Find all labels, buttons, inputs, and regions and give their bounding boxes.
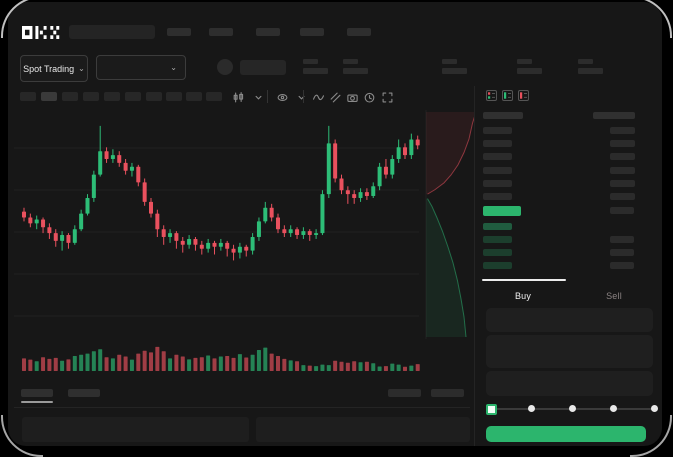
stat-label-placeholder	[303, 59, 318, 64]
market-type-selector[interactable]: Spot Trading ⌄	[20, 55, 88, 82]
ask-price-placeholder	[483, 127, 512, 134]
book-combined-icon[interactable]	[486, 88, 497, 101]
pair-selector[interactable]: ⌄	[96, 55, 186, 80]
ask-amount-placeholder	[610, 153, 635, 160]
orders-panel-placeholder	[22, 417, 249, 442]
candle-style-icon[interactable]	[232, 91, 244, 103]
timeframe-button[interactable]	[104, 92, 120, 101]
nav-item-placeholder[interactable]	[347, 28, 371, 36]
stat-label-placeholder	[517, 59, 532, 64]
section-divider	[14, 407, 470, 408]
buy-submit-button[interactable]	[486, 426, 646, 442]
orders-action-placeholder[interactable]	[388, 389, 421, 397]
orders-tab-underline	[21, 401, 53, 403]
ask-price-placeholder	[483, 153, 512, 160]
bid-amount-placeholder	[610, 236, 634, 243]
active-tab-indicator	[482, 279, 566, 281]
bid-amount-placeholder	[610, 262, 634, 269]
stat-value-placeholder	[303, 68, 328, 74]
snapshot-icon[interactable]	[346, 91, 358, 103]
tab-buy-label: Buy	[514, 291, 532, 301]
bid-price-placeholder	[483, 262, 512, 269]
slider-stop[interactable]	[651, 405, 658, 412]
stat-value-placeholder	[517, 68, 542, 74]
candlestick-chart[interactable]	[14, 108, 474, 382]
orders-tab-placeholder[interactable]	[21, 389, 53, 397]
stat-value-placeholder	[578, 68, 603, 74]
timeframe-button[interactable]	[166, 92, 182, 101]
timeframe-button[interactable]	[146, 92, 162, 101]
ask-amount-placeholder	[610, 140, 635, 147]
ask-price-placeholder	[483, 167, 512, 174]
chevron-down-icon: ⌄	[78, 63, 85, 73]
bid-price-placeholder	[483, 249, 512, 256]
slider-handle[interactable]	[486, 404, 497, 415]
tab-sell[interactable]: Sell	[566, 278, 662, 308]
book-header-amount-placeholder	[593, 112, 635, 119]
line-tool-icon[interactable]	[312, 91, 324, 103]
ask-amount-placeholder	[610, 127, 635, 134]
stat-value-placeholder	[343, 68, 368, 74]
slider-stop[interactable]	[528, 405, 535, 412]
last-price-highlight	[483, 206, 521, 216]
coin-icon	[217, 59, 233, 75]
chevron-down-icon[interactable]	[295, 91, 307, 103]
okx-logo	[22, 26, 60, 39]
nav-item-placeholder[interactable]	[209, 28, 233, 36]
chevron-down-icon[interactable]	[252, 91, 264, 103]
book-asks-icon[interactable]	[518, 88, 529, 101]
nav-item-placeholder[interactable]	[256, 28, 280, 36]
ask-price-placeholder	[483, 140, 512, 147]
timeframe-button[interactable]	[125, 92, 141, 101]
ask-price-placeholder	[483, 193, 512, 200]
orders-tab-placeholder[interactable]	[68, 389, 100, 397]
order-input-placeholder[interactable]	[486, 308, 653, 332]
stat-label-placeholder	[442, 59, 457, 64]
pair-name-placeholder	[240, 60, 286, 75]
bid-price-placeholder	[483, 236, 512, 243]
book-bids-icon[interactable]	[502, 88, 513, 101]
market-type-label: Spot Trading	[23, 63, 75, 74]
search-placeholder[interactable]	[69, 25, 155, 39]
panel-divider	[474, 86, 475, 446]
toolbar-divider	[267, 90, 268, 103]
ask-amount-placeholder	[610, 193, 635, 200]
orders-action-placeholder[interactable]	[431, 389, 464, 397]
order-input-placeholder[interactable]	[486, 335, 653, 368]
bid-amount-placeholder	[610, 249, 634, 256]
slider-stop[interactable]	[569, 405, 576, 412]
timeframe-button[interactable]	[83, 92, 99, 101]
indicators-icon[interactable]	[276, 91, 288, 103]
tab-buy[interactable]: Buy	[478, 278, 568, 308]
book-header-price-placeholder	[483, 112, 523, 119]
stat-value-placeholder	[442, 68, 467, 74]
timeframe-button[interactable]	[206, 92, 222, 101]
stat-label-placeholder	[343, 59, 358, 64]
ask-price-placeholder	[483, 180, 512, 187]
timer-icon[interactable]	[363, 91, 375, 103]
ask-amount-placeholder	[610, 167, 635, 174]
app-window: Spot Trading ⌄ ⌄ Buy Sell	[8, 2, 662, 446]
trade-tabs: Buy Sell	[478, 278, 662, 308]
nav-item-placeholder[interactable]	[300, 28, 324, 36]
order-input-placeholder[interactable]	[486, 371, 653, 396]
slider-stop[interactable]	[610, 405, 617, 412]
fullscreen-icon[interactable]	[381, 91, 393, 103]
timeframe-button[interactable]	[41, 92, 57, 101]
ask-amount-placeholder	[610, 180, 635, 187]
compare-icon[interactable]	[329, 91, 341, 103]
timeframe-button[interactable]	[20, 92, 36, 101]
toolbar-divider	[303, 90, 304, 103]
nav-item-placeholder[interactable]	[167, 28, 191, 36]
tab-sell-label: Sell	[606, 291, 622, 301]
timeframe-button[interactable]	[62, 92, 78, 101]
timeframe-button[interactable]	[186, 92, 202, 101]
last-amount-placeholder	[610, 207, 634, 214]
orders-panel-placeholder	[256, 417, 470, 442]
bid-price-placeholder	[483, 223, 512, 230]
chevron-down-icon: ⌄	[170, 62, 177, 72]
stat-label-placeholder	[578, 59, 593, 64]
